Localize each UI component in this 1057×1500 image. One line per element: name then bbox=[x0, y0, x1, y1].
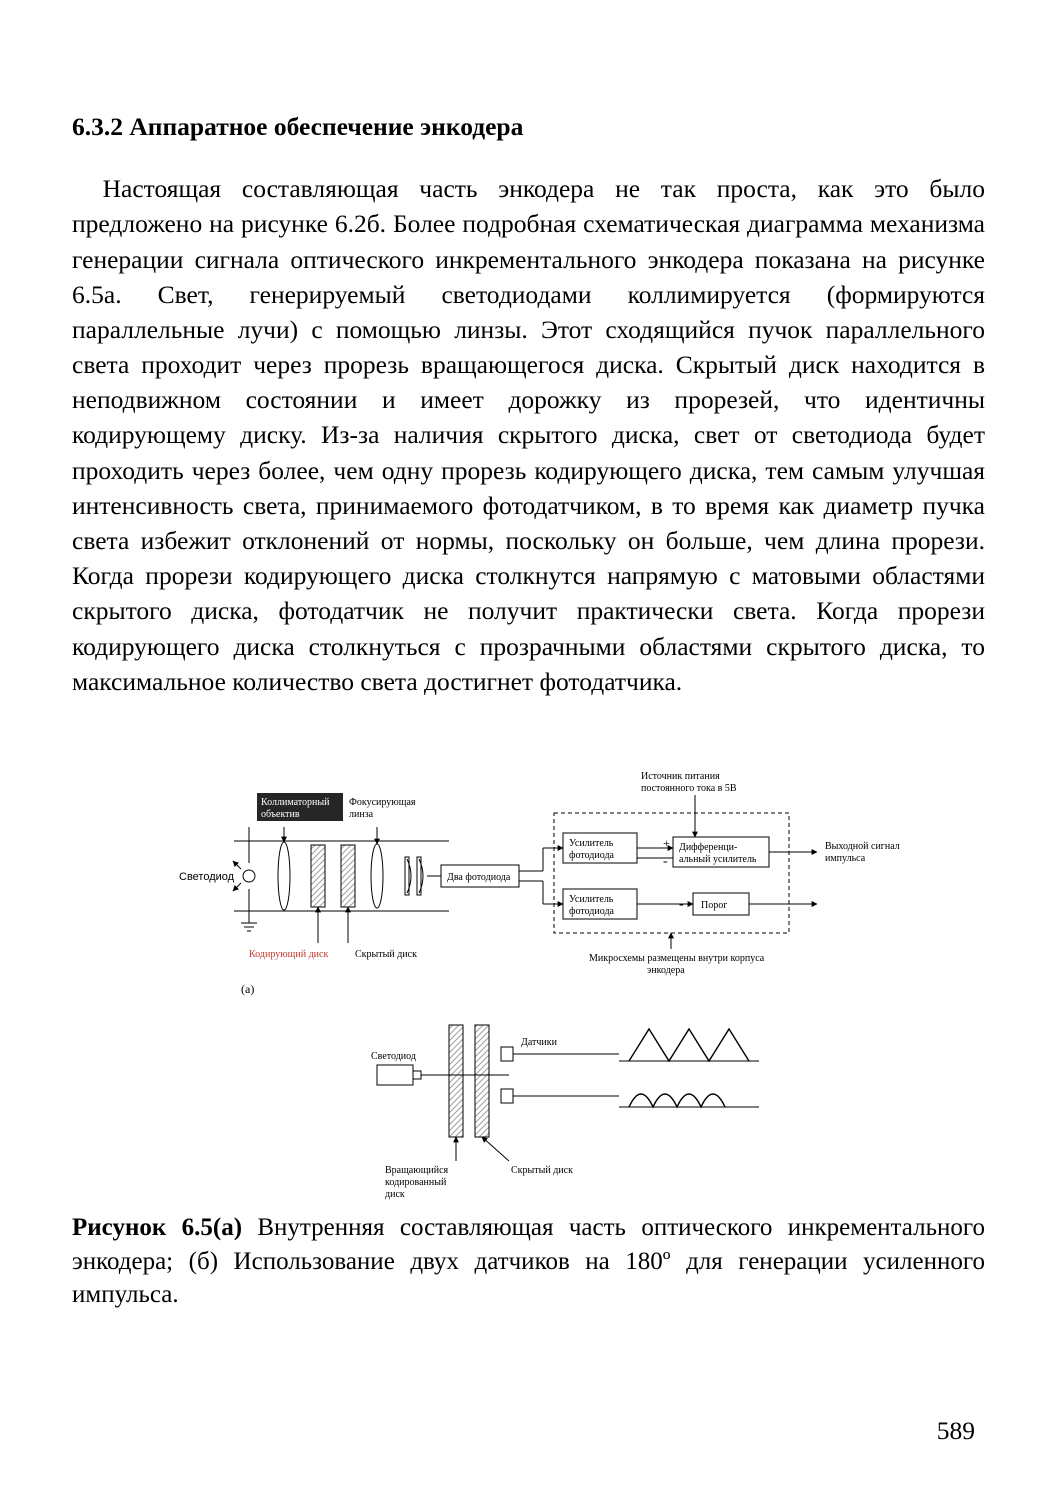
label-b-rot1: Вращающийся bbox=[385, 1165, 449, 1176]
waveform-top bbox=[619, 1029, 759, 1061]
label-amp2a: Усилитель bbox=[569, 894, 614, 905]
label-micro2: энкодера bbox=[647, 965, 685, 976]
label-diff2: альный усилитель bbox=[679, 854, 757, 865]
label-part-a: (а) bbox=[241, 982, 254, 996]
label-micro1: Микросхемы размещены внутри корпуса bbox=[589, 953, 765, 964]
label-collimator-2: объектив bbox=[261, 809, 300, 820]
section-heading: 6.3.2 Аппаратное обеспечение энкодера bbox=[72, 110, 985, 143]
label-power2: постоянного тока в 5В bbox=[641, 783, 737, 794]
page-container: 6.3.2 Аппаратное обеспечение энкодера На… bbox=[0, 0, 1057, 1500]
label-led: Светодиод bbox=[179, 871, 235, 883]
label-amp1b: фотодиода bbox=[569, 850, 615, 861]
label-focus-1: Фокусирующая bbox=[349, 797, 416, 808]
label-threshold: Порог bbox=[701, 900, 727, 911]
page-number: 589 bbox=[937, 1416, 975, 1446]
body-paragraph: Настоящая составляющая часть энкодера не… bbox=[72, 171, 985, 699]
label-code-disk: Кодирующий диск bbox=[249, 949, 328, 960]
label-two-photodiodes: Два фотодиода bbox=[447, 872, 511, 883]
label-power1: Источник питания bbox=[641, 771, 720, 782]
label-focus-2: линза bbox=[349, 809, 374, 820]
label-amp2b: фотодиода bbox=[569, 906, 615, 917]
label-amp1a: Усилитель bbox=[569, 838, 614, 849]
label-b-rot2: кодированный bbox=[385, 1177, 447, 1188]
waveform-bottom bbox=[619, 1094, 759, 1107]
svg-text:-: - bbox=[679, 897, 684, 912]
figure-svg: Светодиод Коллиматорный объектив Фокусир… bbox=[149, 741, 909, 1201]
label-out2: импульса bbox=[825, 853, 866, 864]
led-icon bbox=[233, 841, 257, 931]
label-out1: Выходной сигнал bbox=[825, 841, 900, 852]
figure-part-a: Светодиод Коллиматорный объектив Фокусир… bbox=[179, 771, 900, 996]
label-hidden-disk: Скрытый диск bbox=[355, 949, 417, 960]
svg-text:-: - bbox=[663, 854, 668, 869]
caption-lead: Рисунок 6.5(а) bbox=[72, 1214, 242, 1241]
figure-6-5: Светодиод Коллиматорный объектив Фокусир… bbox=[149, 741, 909, 1201]
label-b-sensors: Датчики bbox=[521, 1037, 558, 1048]
photodiodes-icon bbox=[405, 857, 423, 895]
label-b-led: Светодиод bbox=[371, 1051, 416, 1062]
figure-caption: Рисунок 6.5(а) Внутренняя составляющая ч… bbox=[72, 1211, 985, 1312]
figure-part-b: Светодиод Датчики bbox=[371, 1025, 759, 1200]
label-collimator-1: Коллиматорный bbox=[261, 797, 330, 808]
label-diff1: Дифференци- bbox=[679, 842, 737, 853]
label-b-hidden: Скрытый диск bbox=[511, 1165, 573, 1176]
label-b-rot3: диск bbox=[385, 1189, 405, 1200]
